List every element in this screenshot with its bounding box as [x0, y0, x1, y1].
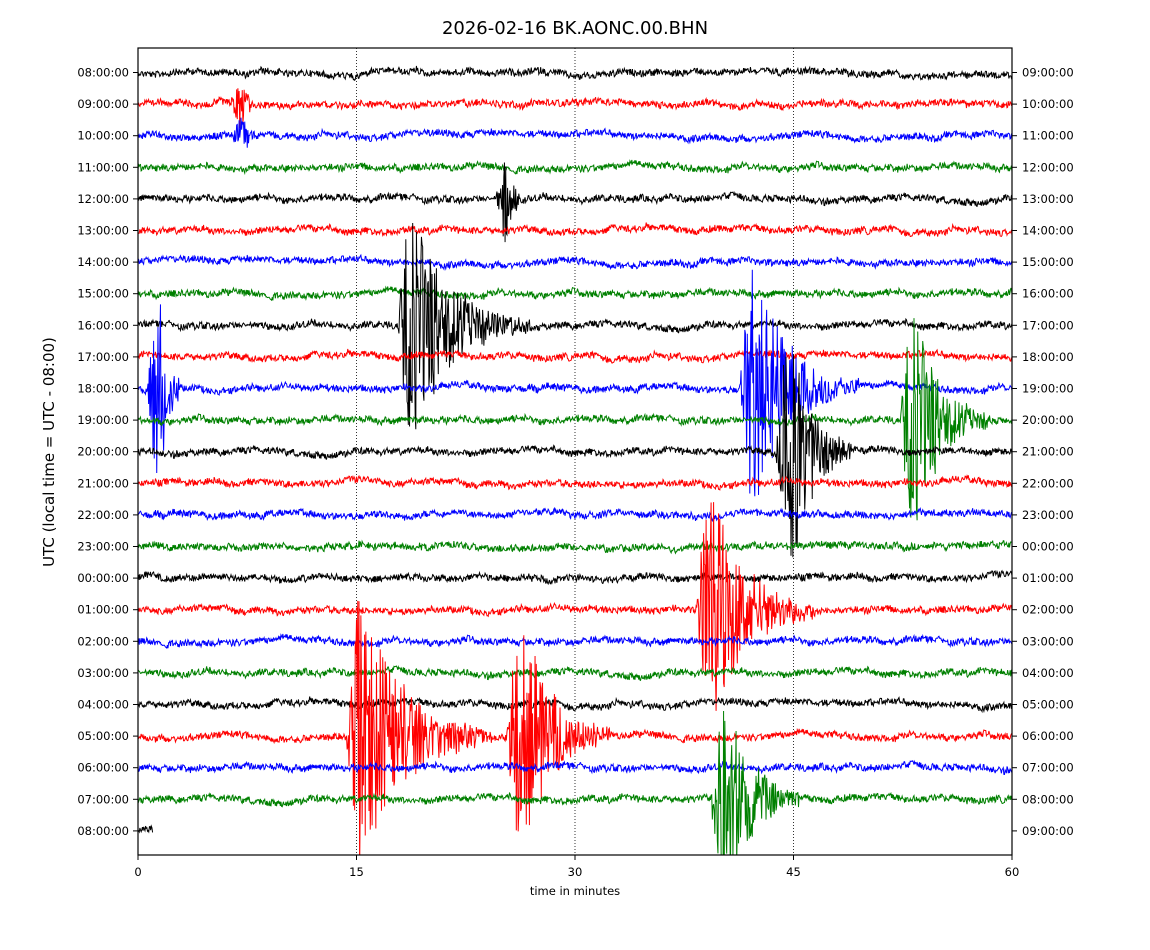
y-tick-label-right: 04:00:00 [1022, 666, 1074, 680]
y-tick-label-right: 22:00:00 [1022, 476, 1074, 490]
y-tick-label-right: 02:00:00 [1022, 603, 1074, 617]
y-tick-label-left: 06:00:00 [77, 761, 129, 775]
y-tick-label-left: 14:00:00 [77, 255, 129, 269]
seismic-trace [138, 159, 1012, 176]
y-tick-label-left: 08:00:00 [77, 66, 129, 80]
y-tick-label-right: 21:00:00 [1022, 445, 1074, 459]
seismic-trace [138, 506, 1012, 523]
chart-title: 2026-02-16 BK.AONC.00.BHN [442, 18, 708, 39]
seismic-trace [138, 162, 1012, 243]
y-tick-label-right: 05:00:00 [1022, 698, 1074, 712]
y-tick-label-left: 10:00:00 [77, 129, 129, 143]
y-tick-label-right: 09:00:00 [1022, 824, 1074, 838]
seismic-trace [138, 269, 1012, 497]
y-tick-label-left: 13:00:00 [77, 224, 129, 238]
seismic-trace [138, 253, 1012, 271]
y-tick-label-right: 06:00:00 [1022, 729, 1074, 743]
y-tick-label-right: 13:00:00 [1022, 192, 1074, 206]
seismic-trace [138, 633, 1012, 649]
y-tick-label-left: 00:00:00 [77, 571, 129, 585]
y-tick-label-right: 16:00:00 [1022, 287, 1074, 301]
y-tick-label-right: 10:00:00 [1022, 97, 1074, 111]
x-tick-labels: 0 15 30 45 60 [134, 855, 1019, 879]
y-tick-label-left: 23:00:00 [77, 540, 129, 554]
x-axis-label: time in minutes [530, 884, 620, 898]
y-tick-label-left: 03:00:00 [77, 666, 129, 680]
y-tick-label-right: 19:00:00 [1022, 382, 1074, 396]
seismic-trace [138, 354, 1012, 558]
y-tick-label-right: 08:00:00 [1022, 792, 1074, 806]
seismic-trace [138, 502, 1012, 711]
seismic-trace [138, 348, 1012, 364]
y-tick-label-left: 16:00:00 [77, 318, 129, 332]
y-tick-label-right: 14:00:00 [1022, 224, 1074, 238]
seismic-trace [138, 223, 1012, 430]
y-tick-label-left: 22:00:00 [77, 508, 129, 522]
seismic-trace [138, 759, 1012, 775]
seismic-trace [138, 824, 154, 834]
y-tick-label-right: 12:00:00 [1022, 160, 1074, 174]
x-tick-label: 30 [568, 865, 583, 879]
x-tick-label: 15 [349, 865, 364, 879]
y-tick-label-right: 23:00:00 [1022, 508, 1074, 522]
y-tick-label-right: 17:00:00 [1022, 318, 1074, 332]
seismic-trace [138, 696, 1012, 714]
traces [138, 65, 1012, 855]
y-tick-label-right: 20:00:00 [1022, 413, 1074, 427]
y-tick-label-left: 08:00:00 [77, 824, 129, 838]
y-tick-label-left: 19:00:00 [77, 413, 129, 427]
x-tick-label: 0 [134, 865, 141, 879]
seismic-trace [138, 539, 1012, 555]
y-tick-label-left: 01:00:00 [77, 603, 129, 617]
right-tick-labels: 09:00:00 10:00:00 11:00:00 12:00:00 13:00:00… [1012, 66, 1074, 838]
seismic-trace [138, 117, 1012, 148]
y-tick-label-right: 15:00:00 [1022, 255, 1074, 269]
y-tick-label-left: 05:00:00 [77, 729, 129, 743]
grid [356, 48, 794, 855]
y-tick-label-left: 07:00:00 [77, 792, 129, 806]
y-tick-label-left: 02:00:00 [77, 634, 129, 648]
y-tick-label-left: 11:00:00 [77, 160, 129, 174]
y-tick-label-right: 07:00:00 [1022, 761, 1074, 775]
y-tick-label-left: 17:00:00 [77, 350, 129, 364]
y-tick-label-right: 11:00:00 [1022, 129, 1074, 143]
seismic-trace [138, 318, 1012, 521]
y-tick-label-right: 09:00:00 [1022, 66, 1074, 80]
seismic-trace [138, 88, 1012, 129]
left-tick-labels: 08:00:00 09:00:00 10:00:00 11:00:00 12:00:00… [77, 66, 138, 838]
x-tick-label: 45 [786, 865, 801, 879]
seismic-trace [138, 569, 1012, 586]
seismic-trace [138, 710, 1012, 855]
y-axis-label: UTC (local time = UTC - 08:00) [40, 337, 58, 567]
y-tick-label-left: 09:00:00 [77, 97, 129, 111]
y-tick-label-left: 15:00:00 [77, 287, 129, 301]
y-tick-label-left: 18:00:00 [77, 382, 129, 396]
y-tick-label-left: 04:00:00 [77, 698, 129, 712]
y-tick-label-left: 12:00:00 [77, 192, 129, 206]
y-tick-label-right: 18:00:00 [1022, 350, 1074, 364]
x-tick-label: 60 [1005, 865, 1020, 879]
seismic-trace [138, 285, 1012, 302]
y-tick-label-right: 00:00:00 [1022, 540, 1074, 554]
seismic-trace [138, 474, 1012, 491]
y-tick-label-right: 01:00:00 [1022, 571, 1074, 585]
y-tick-label-right: 03:00:00 [1022, 634, 1074, 648]
y-tick-label-left: 20:00:00 [77, 445, 129, 459]
seismic-trace [138, 600, 1012, 855]
y-tick-label-left: 21:00:00 [77, 476, 129, 490]
seismic-trace [138, 222, 1012, 238]
seismic-trace [138, 664, 1012, 682]
seismic-trace [138, 65, 1012, 82]
